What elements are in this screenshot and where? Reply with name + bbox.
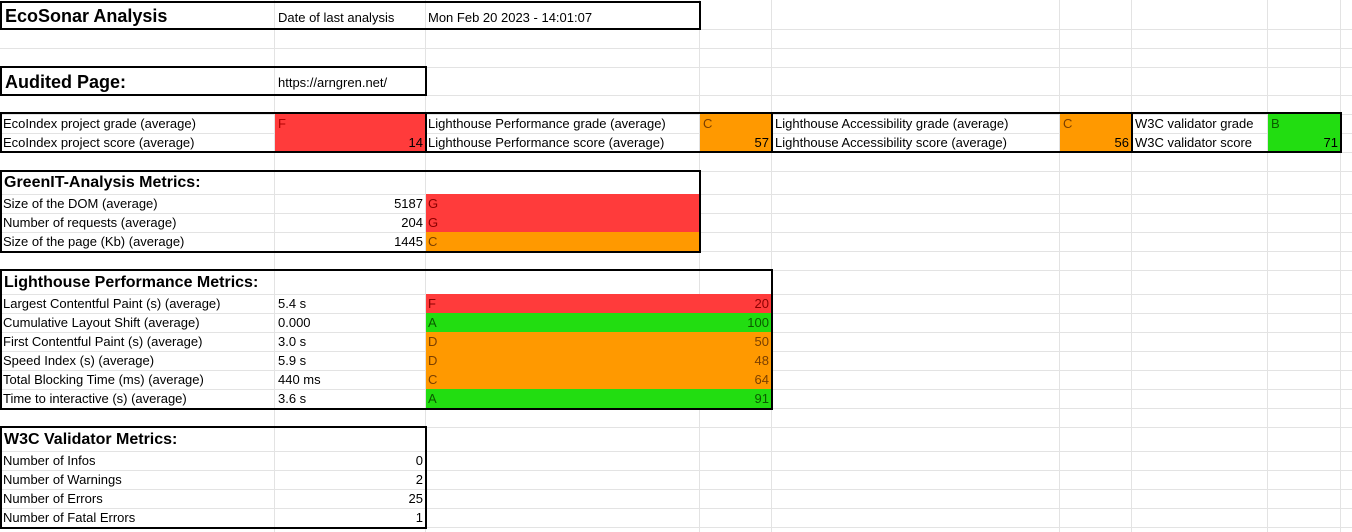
lh-row-score: 91 — [754, 391, 769, 406]
summary-box-w3c — [1131, 112, 1342, 153]
lh-acc-grade-label: Lighthouse Accessibility grade (average) — [775, 116, 1009, 131]
lh-si-fill — [426, 351, 771, 370]
lh-row-grade: A — [428, 315, 437, 330]
lh-row-grade: C — [428, 372, 438, 387]
lh-row-label: Total Blocking Time (ms) (average) — [3, 372, 204, 387]
lh-tti-fill — [426, 389, 771, 408]
w3c-box — [0, 426, 427, 529]
greenit-box — [0, 170, 701, 253]
w3c-row-value: 25 — [408, 491, 423, 506]
w3c-grade-label: W3C validator grade — [1135, 116, 1254, 131]
w3c-grade-fill — [1268, 114, 1340, 152]
lh-row-value: 3.0 s — [278, 334, 307, 349]
greenit-dom-fill — [426, 194, 699, 213]
lighthouse-title: Lighthouse Performance Metrics: — [4, 274, 259, 291]
lh-row-score: 48 — [754, 353, 769, 368]
audited-label: Audited Page: — [5, 72, 127, 92]
greenit-row-label: Number of requests (average) — [3, 215, 177, 230]
lh-row-value: 5.4 s — [278, 296, 307, 311]
greenit-row-value: 1445 — [394, 234, 423, 249]
lh-acc-grade-value: C — [1063, 116, 1073, 131]
lh-row-value: 3.6 s — [278, 391, 307, 406]
lh-perf-score-label: Lighthouse Performance score (average) — [428, 135, 665, 150]
w3c-row-label: Number of Infos — [3, 453, 96, 468]
date-value: Mon Feb 20 2023 - 14:01:07 — [428, 10, 593, 25]
ecoindex-grade-value: F — [278, 116, 286, 131]
lh-acc-score-label: Lighthouse Accessibility score (average) — [775, 135, 1007, 150]
lh-row-label: Speed Index (s) (average) — [3, 353, 155, 368]
lh-row-value: 440 ms — [278, 372, 321, 387]
lh-row-grade: D — [428, 353, 438, 368]
w3c-row-value: 1 — [415, 510, 423, 525]
lh-row-grade: F — [428, 296, 436, 311]
w3c-row-label: Number of Errors — [3, 491, 103, 506]
lh-row-label: Largest Contentful Paint (s) (average) — [3, 296, 221, 311]
lh-acc-score-value: 56 — [1114, 135, 1129, 150]
report-title: EcoSonar Analysis — [5, 6, 168, 26]
greenit-row-label: Size of the page (Kb) (average) — [3, 234, 185, 249]
lh-row-grade: D — [428, 334, 438, 349]
lh-acc-grade-fill — [1060, 114, 1131, 152]
ecoindex-score-label: EcoIndex project score (average) — [3, 135, 195, 150]
greenit-row-value: 5187 — [394, 196, 423, 211]
greenit-title: GreenIT-Analysis Metrics: — [4, 174, 201, 191]
ecoindex-grade-label: EcoIndex project grade (average) — [3, 116, 196, 131]
w3c-grade-value: B — [1271, 116, 1280, 131]
lh-lcp-fill — [426, 294, 771, 313]
w3c-row-label: Number of Warnings — [3, 472, 122, 487]
lh-row-score: 20 — [754, 296, 769, 311]
greenit-row-grade: G — [428, 196, 439, 211]
greenit-requests-fill — [426, 213, 699, 232]
w3c-row-value: 0 — [415, 453, 423, 468]
lh-fcp-fill — [426, 332, 771, 351]
lh-perf-grade-fill — [700, 114, 771, 152]
w3c-score-value: 71 — [1323, 135, 1338, 150]
header-box — [0, 1, 701, 30]
lh-cls-fill — [426, 313, 771, 332]
lh-row-score: 100 — [747, 315, 769, 330]
lh-row-grade: A — [428, 391, 437, 406]
greenit-row-grade: G — [428, 215, 439, 230]
lh-row-value: 5.9 s — [278, 353, 307, 368]
greenit-size-fill — [426, 232, 699, 251]
lighthouse-box — [0, 269, 773, 410]
greenit-row-grade: C — [428, 234, 438, 249]
audited-url[interactable]: https://arngren.net/ — [278, 75, 388, 90]
greenit-row-label: Size of the DOM (average) — [3, 196, 158, 211]
lh-perf-score-value: 57 — [754, 135, 769, 150]
lh-row-label: Cumulative Layout Shift (average) — [3, 315, 200, 330]
audited-box — [0, 66, 427, 96]
w3c-score-label: W3C validator score — [1135, 135, 1253, 150]
lh-row-value: 0.000 — [278, 315, 311, 330]
lh-row-score: 64 — [754, 372, 769, 387]
lh-perf-grade-value: C — [703, 116, 713, 131]
ecoindex-score-value: 14 — [408, 135, 423, 150]
ecoindex-grade-fill — [275, 114, 425, 152]
lh-row-score: 50 — [754, 334, 769, 349]
date-label: Date of last analysis — [278, 10, 395, 25]
lh-row-label: First Contentful Paint (s) (average) — [3, 334, 203, 349]
greenit-row-value: 204 — [401, 215, 423, 230]
lh-perf-grade-label: Lighthouse Performance grade (average) — [428, 116, 666, 131]
lh-row-label: Time to interactive (s) (average) — [3, 391, 187, 406]
lh-tbt-fill — [426, 370, 771, 389]
w3c-title: W3C Validator Metrics: — [4, 431, 178, 448]
w3c-row-value: 2 — [415, 472, 423, 487]
w3c-row-label: Number of Fatal Errors — [3, 510, 136, 525]
